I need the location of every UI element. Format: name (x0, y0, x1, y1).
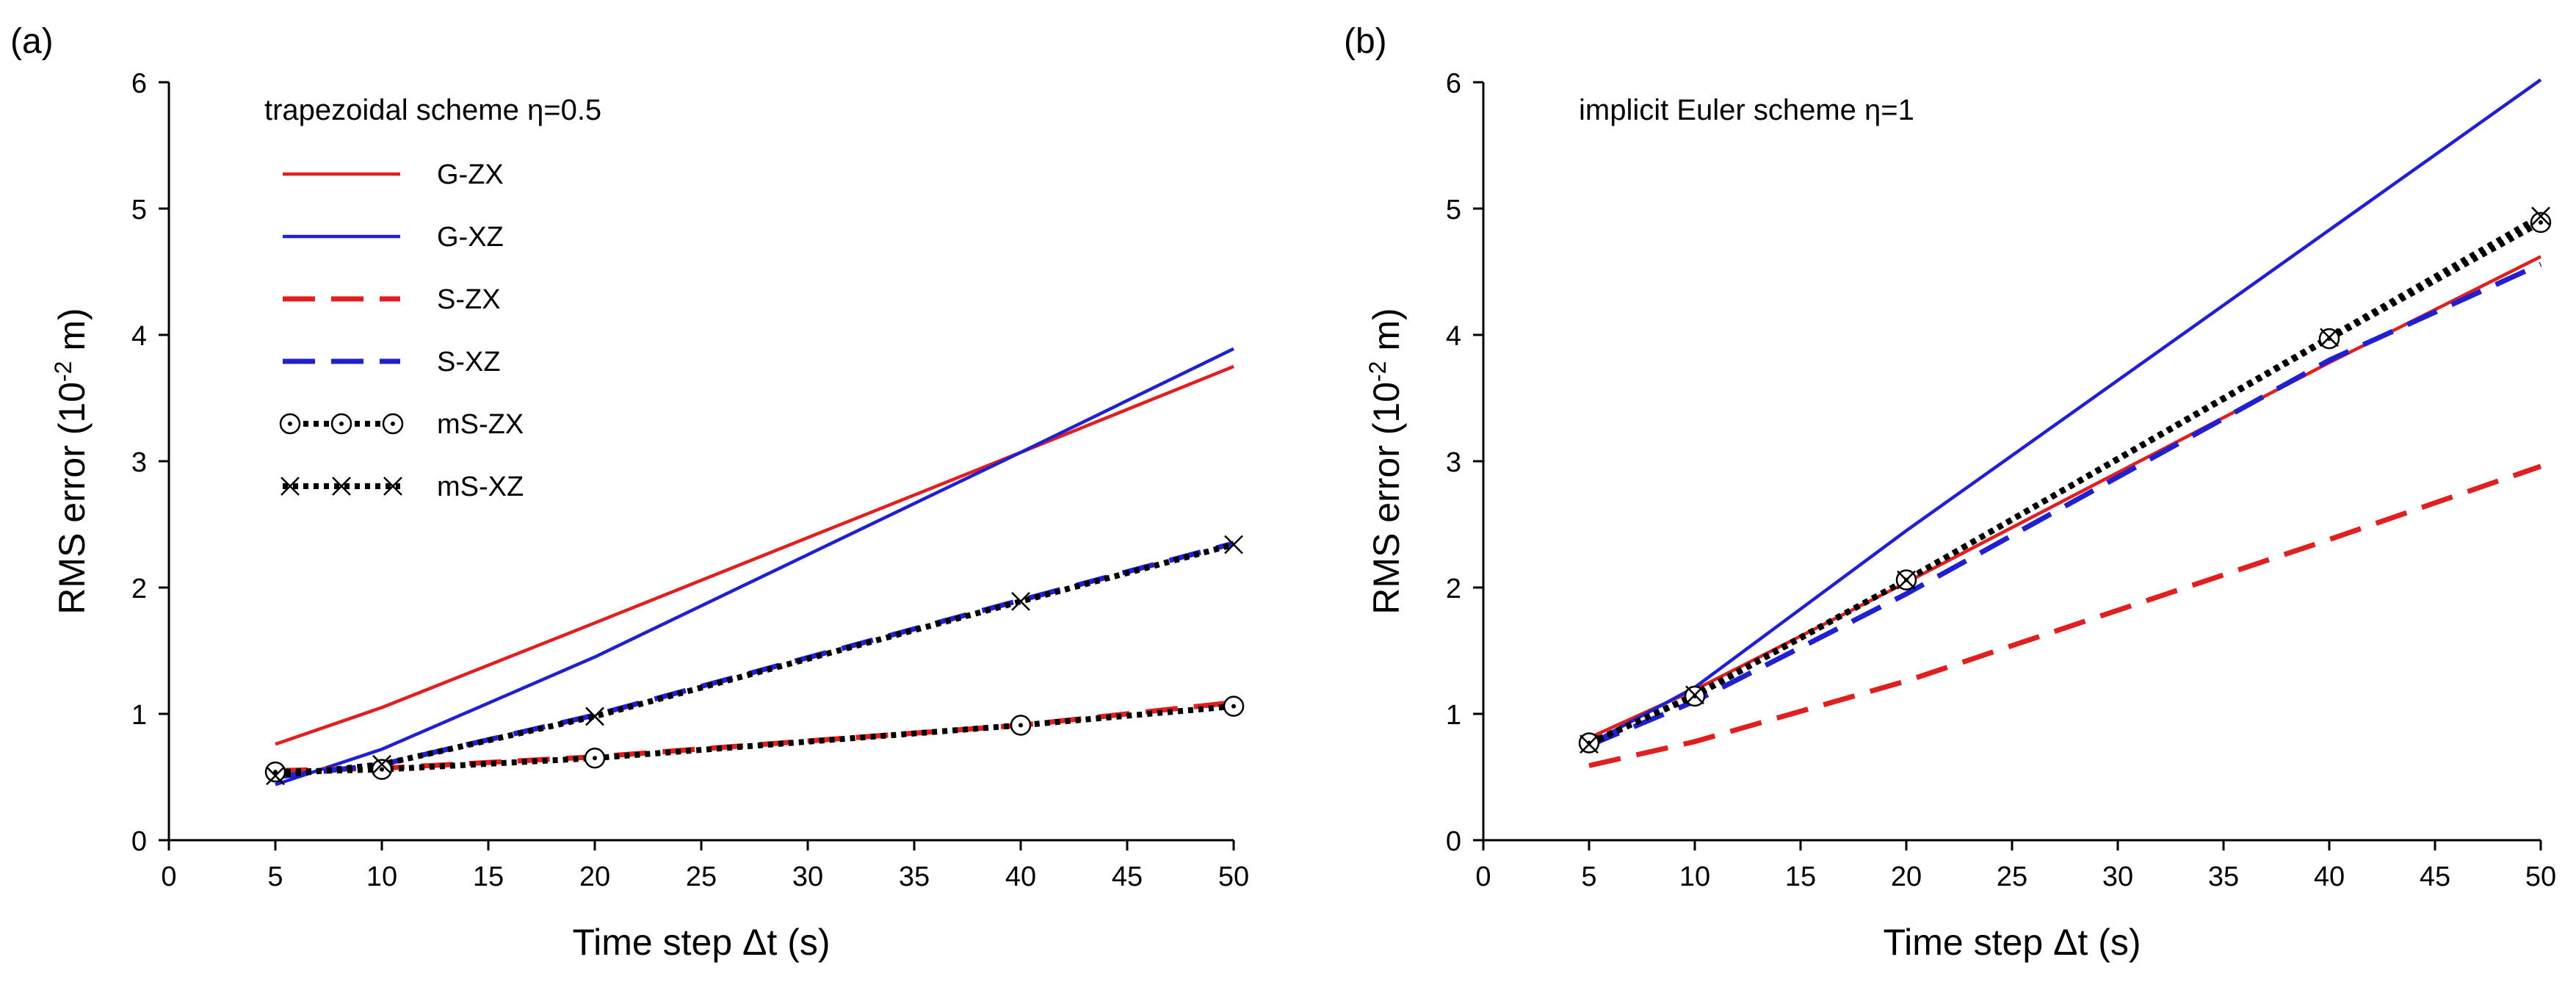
x-tick-label: 35 (899, 861, 930, 892)
legend-label-g-zx: G-ZX (437, 159, 504, 190)
x-tick-label: 5 (1581, 861, 1596, 892)
legend-label-g-xz: G-XZ (437, 222, 504, 253)
series-line-s-xz (275, 541, 1234, 780)
data-point-ms-zx-dot (2539, 220, 2543, 225)
data-point-ms-xz (1685, 685, 1704, 705)
y-axis-title-main: RMS error (10 (1366, 382, 1407, 615)
chart-panel-b: (b)implicit Euler scheme η=10 5 10 15 20 25 30… (1344, 22, 2556, 963)
y-tick-label: 2 (131, 574, 147, 604)
legend-label-s-xz: S-XZ (437, 347, 501, 377)
legend-label-ms-zx: mS-ZX (437, 409, 524, 440)
x-tick-label: 10 (1679, 861, 1710, 892)
x-tick-label: 5 (267, 861, 283, 892)
y-axis-title: RMS error (10-2 m) (1364, 308, 1407, 614)
scheme-label: implicit Euler scheme η=1 (1579, 94, 1914, 126)
x-tick-label: 45 (2420, 861, 2450, 892)
data-point-ms-xz (1224, 535, 1243, 554)
x-tick-label: 0 (1475, 861, 1491, 892)
x-tick-label: 15 (473, 861, 504, 892)
x-tick-label: 25 (1997, 861, 2027, 892)
data-point-ms-zx-dot (1019, 723, 1023, 728)
series-line-s-zx (1588, 463, 2542, 768)
y-tick-label: 4 (131, 321, 147, 352)
x-tick-label: 40 (1005, 861, 1036, 892)
x-tick-label: 10 (366, 861, 397, 892)
y-tick-label: 4 (1446, 321, 1461, 352)
data-point-ms-zx-dot (1231, 704, 1236, 709)
y-tick-label: 1 (1446, 700, 1461, 731)
data-point-ms-xz (2531, 206, 2550, 226)
x-tick-label: 15 (1785, 861, 1816, 892)
y-tick-label: 0 (1446, 826, 1461, 857)
series-line-s-xz (1588, 261, 2542, 748)
legend-marker-ms-zx-dot (391, 422, 395, 426)
y-tick-label: 1 (131, 700, 147, 731)
x-tick-label: 20 (1891, 861, 1922, 892)
y-axis-title-unit: m) (1366, 308, 1407, 361)
y-tick-label: 5 (131, 195, 147, 225)
axes-frame (1482, 82, 2541, 842)
legend-marker-ms-zx-dot (288, 422, 292, 426)
series-line-g-zx (275, 364, 1234, 746)
legend-label-s-zx: S-ZX (437, 284, 501, 315)
x-tick-label: 0 (161, 861, 176, 892)
data-point-ms-xz (1580, 734, 1599, 754)
x-tick-label: 40 (2314, 861, 2345, 892)
data-point-ms-xz (1011, 592, 1030, 611)
data-point-ms-xz (2320, 328, 2339, 347)
x-tick-label: 20 (579, 861, 610, 892)
x-tick-label: 50 (2525, 861, 2556, 892)
series-line-s-zx (275, 700, 1234, 773)
legend-marker-ms-xz (332, 477, 351, 496)
x-axis-title: Time step Δt (s) (572, 922, 830, 963)
y-axis-title-exponent: -2 (50, 361, 76, 382)
series-line-g-xz (1588, 78, 2542, 746)
data-point-ms-xz (1897, 570, 1916, 590)
x-tick-label: 35 (2208, 861, 2239, 892)
data-point-ms-xz (585, 707, 604, 726)
x-tick-label: 50 (1218, 861, 1249, 892)
y-tick-label: 0 (131, 826, 147, 857)
legend: G-ZX G-XZ S-ZX S-XZ mS-ZX mS-XZ (279, 159, 524, 502)
y-axis-title-unit: m) (51, 308, 93, 361)
data-point-ms-zx-dot (593, 756, 597, 761)
series-line-g-zx (1588, 255, 2542, 740)
y-tick-label: 3 (1446, 447, 1461, 478)
x-tick-label: 30 (2102, 861, 2133, 892)
legend-label-ms-xz: mS-XZ (437, 471, 524, 502)
x-tick-label: 25 (686, 861, 717, 892)
data-point-ms-xz (266, 766, 285, 786)
x-tick-label: 45 (1112, 861, 1143, 892)
series-line-ms-zx (1588, 220, 2542, 746)
x-axis-title: Time step Δt (s) (1883, 922, 2141, 963)
x-tick-label: 30 (792, 861, 823, 892)
y-tick-label: 6 (131, 68, 147, 99)
y-tick-label: 3 (131, 447, 147, 478)
y-axis-title-main: RMS error (10 (51, 382, 93, 615)
panel-label: (b) (1344, 22, 1387, 61)
y-axis-title-exponent: -2 (1364, 361, 1391, 382)
y-tick-label: 6 (1446, 68, 1461, 99)
series-line-g-xz (275, 347, 1234, 787)
series-line-ms-zx (275, 703, 1234, 776)
legend-marker-ms-zx-dot (339, 422, 344, 426)
legend-marker-ms-xz (281, 477, 300, 496)
y-tick-label: 2 (1446, 574, 1461, 604)
scheme-label: trapezoidal scheme η=0.5 (264, 94, 601, 126)
data-point-ms-zx-dot (273, 770, 278, 775)
y-axis-title: RMS error (10-2 m) (50, 308, 93, 614)
y-tick-label: 5 (1446, 195, 1461, 225)
panel-label: (a) (10, 22, 54, 61)
chart-panel-a: (a)trapezoidal scheme η=0.50 5 10 15 20 25 30 3… (10, 22, 1249, 963)
legend-marker-ms-xz (383, 477, 402, 496)
series-line-ms-xz (1588, 213, 2542, 747)
data-point-ms-zx-dot (380, 767, 384, 772)
data-point-ms-xz (372, 754, 391, 774)
